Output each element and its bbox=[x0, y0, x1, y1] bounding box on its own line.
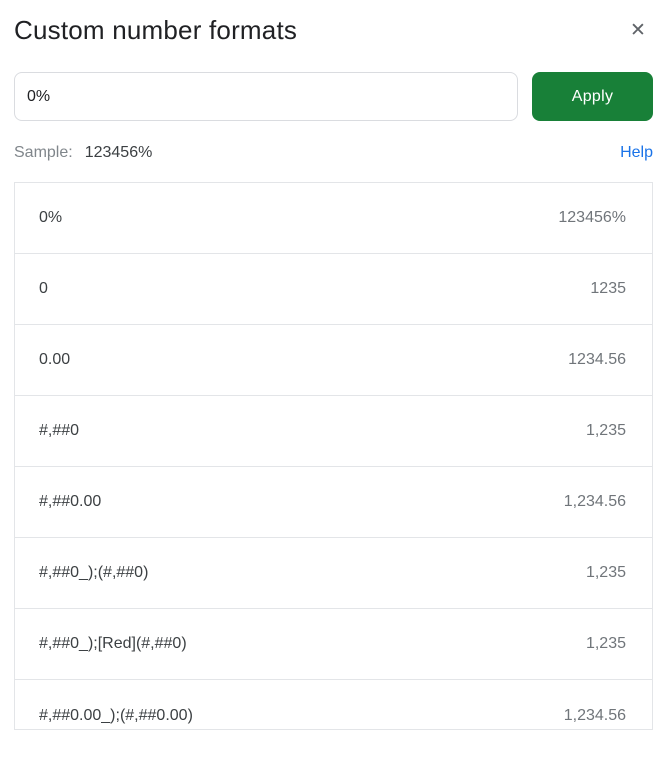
format-code: #,##0.00_);(#,##0.00) bbox=[39, 706, 193, 724]
format-code: #,##0.00 bbox=[39, 493, 102, 510]
format-preview: 1,234.56 bbox=[563, 706, 626, 724]
format-code: #,##0 bbox=[39, 422, 80, 439]
format-list-item[interactable]: 0 1235 bbox=[15, 254, 652, 325]
format-list-item[interactable]: #,##0_);[Red](#,##0) 1,235 bbox=[15, 609, 652, 680]
sample-label: Sample: bbox=[14, 144, 73, 161]
help-link[interactable]: Help bbox=[620, 144, 653, 161]
format-preview: 1,235 bbox=[585, 564, 626, 581]
format-input-row: Apply bbox=[14, 72, 653, 121]
format-list-item[interactable]: 0% 123456% bbox=[15, 183, 652, 254]
format-preview: 1235 bbox=[590, 280, 626, 297]
format-input[interactable] bbox=[14, 72, 518, 121]
format-list-item[interactable]: #,##0_);(#,##0) 1,235 bbox=[15, 538, 652, 609]
format-preview: 1,234.56 bbox=[563, 493, 626, 510]
format-list-item[interactable]: #,##0 1,235 bbox=[15, 396, 652, 467]
format-list: 0% 123456% 0 1235 0.00 1234.56 #,##0 1,235 #,##0… bbox=[14, 182, 653, 730]
apply-button[interactable]: Apply bbox=[532, 72, 653, 121]
format-list-item[interactable]: #,##0.00 1,234.56 bbox=[15, 467, 652, 538]
close-icon[interactable]: ✕ bbox=[625, 18, 651, 44]
sample-value: 123456% bbox=[84, 144, 153, 161]
dialog-header: Custom number formats ✕ bbox=[14, 0, 653, 46]
format-code: 0.00 bbox=[39, 351, 71, 368]
format-code: 0% bbox=[39, 209, 63, 226]
format-preview: 1,235 bbox=[585, 422, 626, 439]
format-list-item[interactable]: #,##0.00_);(#,##0.00) 1,234.56 bbox=[15, 680, 652, 729]
format-preview: 1234.56 bbox=[568, 351, 626, 368]
format-preview: 123456% bbox=[558, 209, 626, 226]
format-code: #,##0_);(#,##0) bbox=[39, 564, 149, 581]
format-code: 0 bbox=[39, 280, 48, 297]
format-code: #,##0_);[Red](#,##0) bbox=[39, 635, 187, 652]
dialog-title: Custom number formats bbox=[14, 15, 298, 45]
sample-row: Sample: 123456% Help bbox=[14, 144, 653, 162]
custom-number-formats-dialog: Custom number formats ✕ Apply Sample: 12… bbox=[14, 0, 653, 730]
format-preview: 1,235 bbox=[585, 635, 626, 652]
format-list-item[interactable]: 0.00 1234.56 bbox=[15, 325, 652, 396]
